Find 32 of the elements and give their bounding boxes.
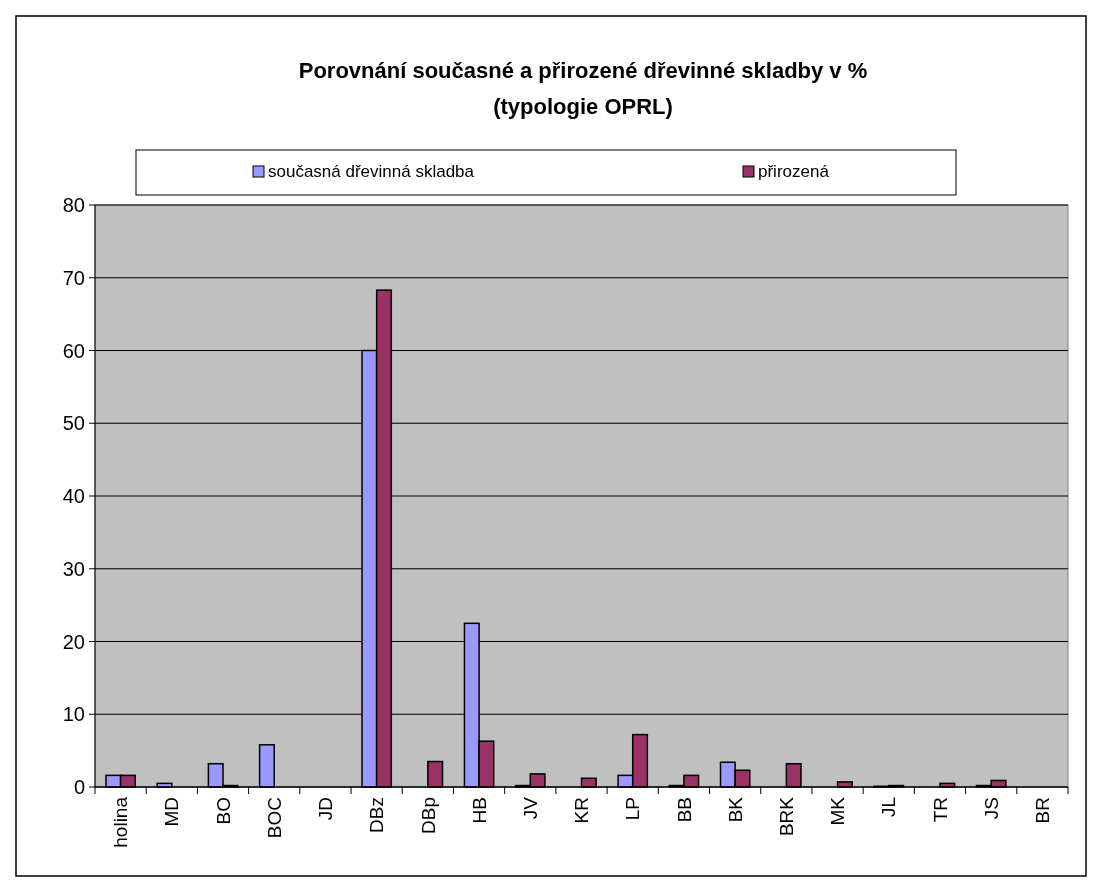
x-tick-label: KR [571,797,593,824]
y-tick-label: 60 [62,339,85,362]
y-tick-label: 30 [62,557,85,580]
x-tick-label: DBz [366,797,388,833]
y-tick-label: 70 [62,266,85,289]
x-tick-label: LP [622,797,644,821]
x-tick-label: JL [878,797,900,818]
x-tick-label: BK [724,796,746,823]
x-tick-label: BB [673,797,695,823]
x-tick-label: JD [315,797,337,821]
x-tick-label: HB [468,797,490,824]
x-tick-label: JS [980,797,1002,820]
chart-title: Porovnání současné a přirozené dřevinné skladby v % [298,58,868,83]
y-tick-label: 10 [62,703,85,726]
x-tick-label: TR [929,797,951,823]
x-tick-label: holina [110,796,132,848]
x-tick-label: BRK [775,796,797,837]
x-tick-label: JV [519,796,541,820]
x-tick-label: DBp [417,797,439,834]
y-tick-label: 0 [73,776,85,798]
x-tick-label: BOC [263,797,285,839]
x-tick-label: MD [161,797,183,827]
y-tick-label: 20 [62,630,85,653]
y-tick-label: 80 [62,194,85,216]
x-tick-label: BO [212,797,234,825]
legend-label: přirozená [758,162,830,181]
y-tick-label: 50 [62,412,85,435]
x-tick-label: MK [827,796,849,826]
legend-label: současná dřevinná skladba [268,162,475,181]
chart-subtitle: (typologie OPRL) [493,94,673,119]
y-tick-label: 40 [62,485,85,507]
x-tick-label: BR [1032,797,1054,824]
